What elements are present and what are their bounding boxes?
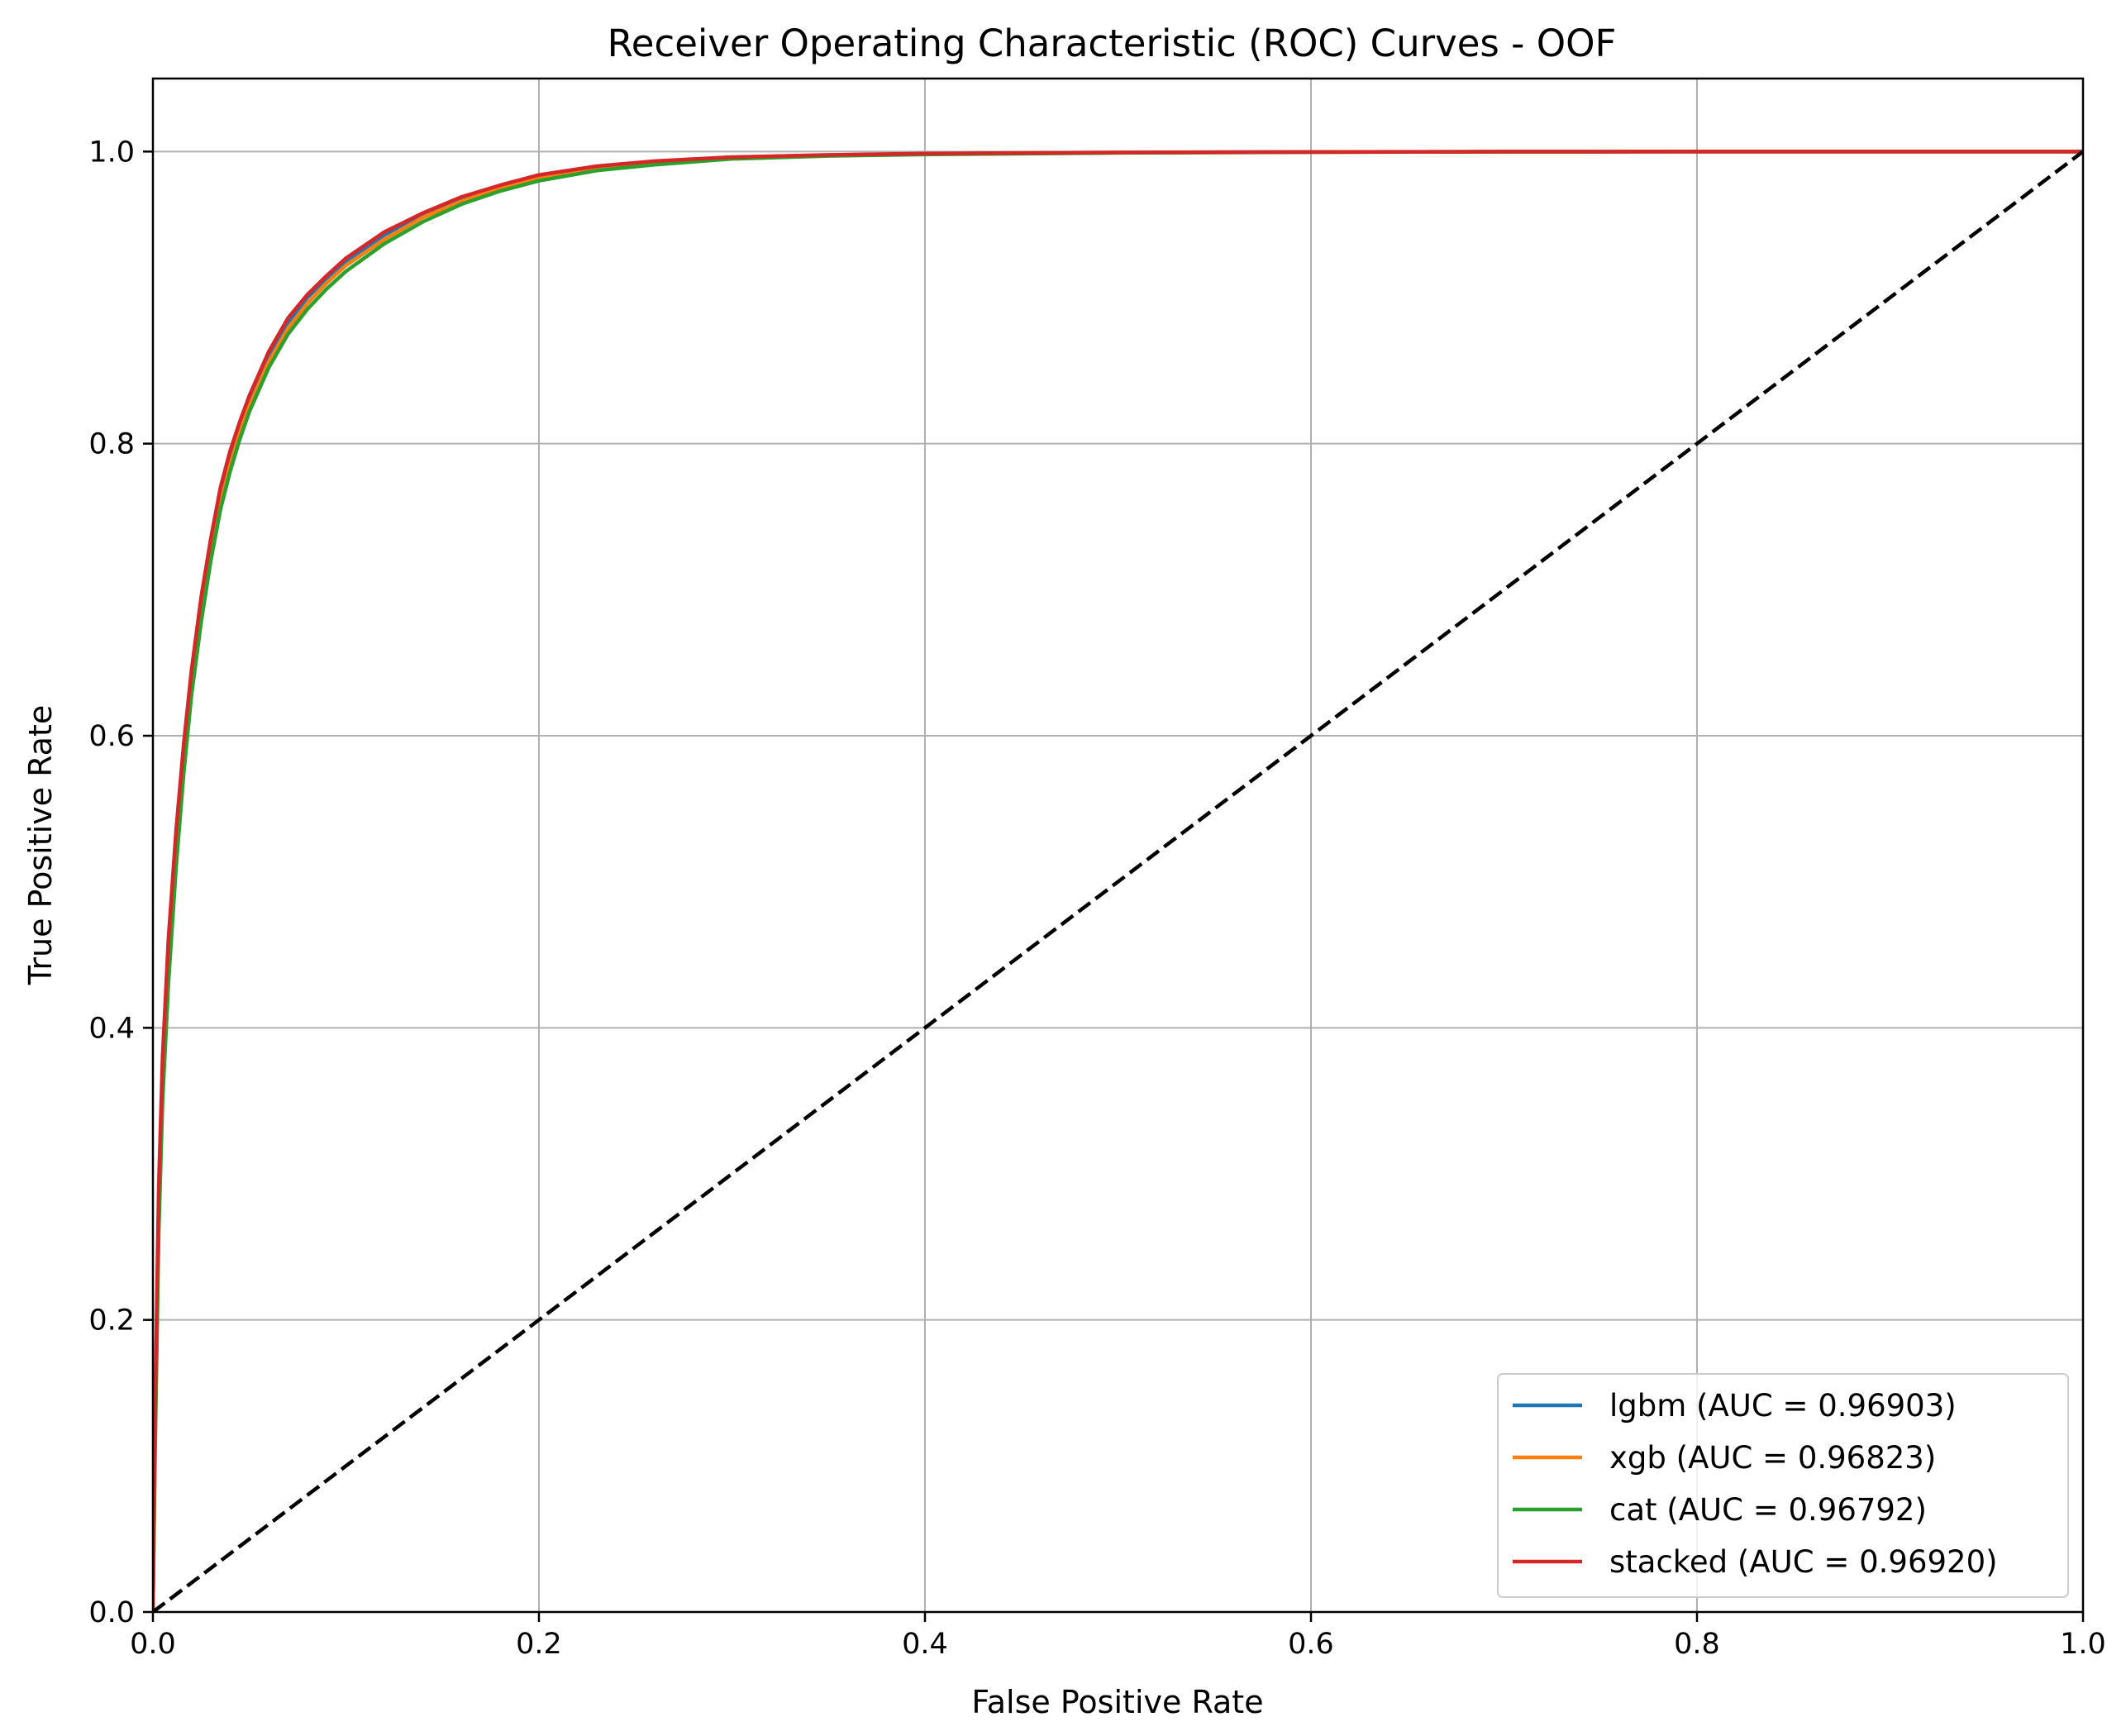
y-tick-label: 0.2: [88, 1304, 135, 1338]
plot-frame: [151, 77, 2085, 1614]
x-tick-label: 1.0: [2060, 1628, 2106, 1661]
reference-diagonal-line: [153, 150, 2083, 1612]
axis-ticks: 0.0 0.2 0.4 0.6 0.8 1.0 0.0 0.2 0.4 0.6 0.8 1.0: [88, 136, 2106, 1661]
x-tick-label: 0.4: [902, 1628, 948, 1661]
grid-lines: [152, 79, 2084, 1613]
x-tick-label: 0.8: [1674, 1628, 1720, 1661]
chart-title: Receiver Operating Characteristic (ROC) …: [608, 21, 1617, 65]
y-tick-label: 1.0: [88, 136, 135, 169]
series-line-3: [153, 150, 2083, 1612]
x-tick-label: 0.0: [130, 1628, 176, 1661]
legend-box: [1497, 1373, 2069, 1598]
x-axis-label: False Positive Rate: [971, 1684, 1263, 1720]
x-tick-label: 0.6: [1288, 1628, 1334, 1661]
legend-label-3: stacked (AUC = 0.96920): [1609, 1544, 1998, 1580]
legend-label-0: lgbm (AUC = 0.96903): [1609, 1388, 1957, 1424]
y-axis-label: True Positive Rate: [22, 705, 59, 986]
legend-label-2: cat (AUC = 0.96792): [1609, 1492, 1927, 1528]
y-tick-label: 0.8: [88, 428, 135, 461]
legend: lgbm (AUC = 0.96903) xgb (AUC = 0.96823) c…: [1497, 1373, 2069, 1598]
y-tick-label: 0.0: [88, 1596, 135, 1629]
x-tick-label: 0.2: [516, 1628, 562, 1661]
legend-label-1: xgb (AUC = 0.96823): [1609, 1440, 1936, 1476]
y-tick-label: 0.6: [88, 720, 135, 753]
y-tick-label: 0.4: [88, 1012, 135, 1045]
series-lines: [153, 150, 2083, 1612]
